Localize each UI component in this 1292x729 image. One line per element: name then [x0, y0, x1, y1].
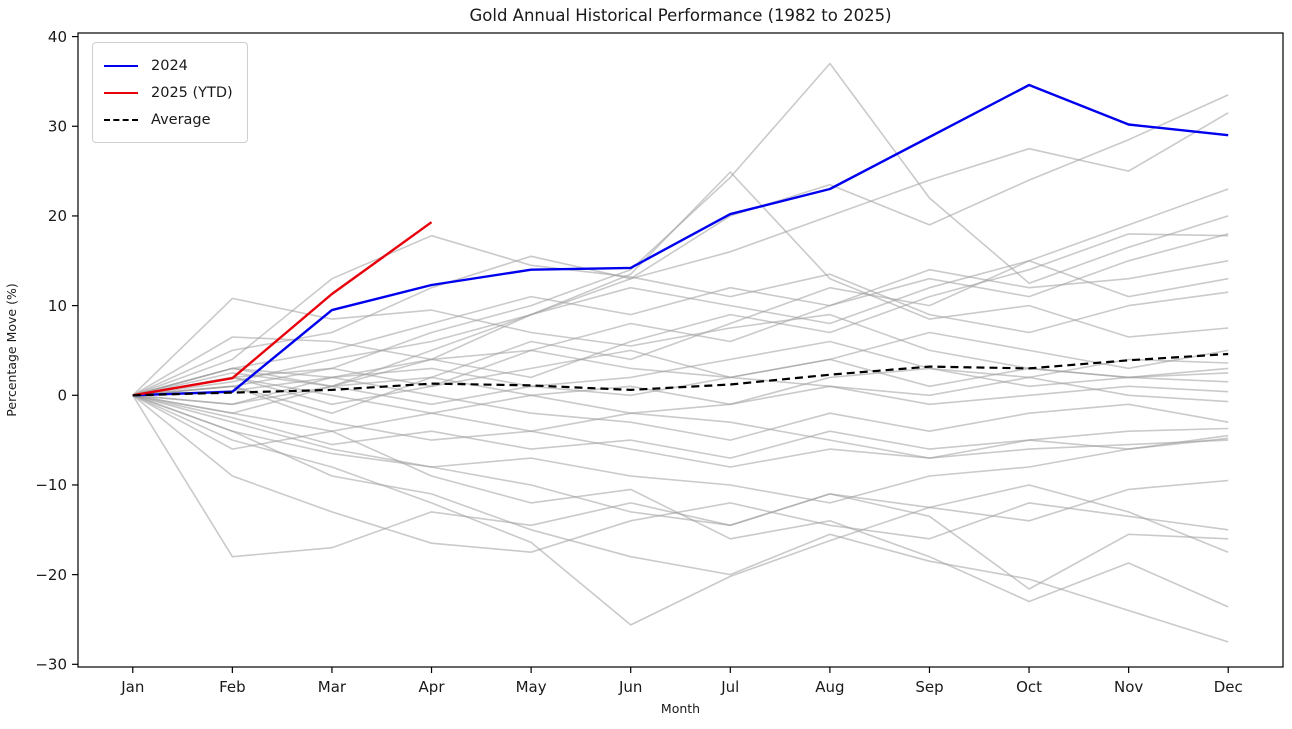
history-line [132, 394, 1229, 608]
legend-item-2: 2025 (YTD) [104, 79, 233, 106]
x-tick-label: Jan [120, 678, 144, 696]
x-tick-label: May [516, 678, 547, 696]
y-axis-label: Percentage Move (%) [4, 283, 19, 416]
series-line-Average [132, 352, 1229, 397]
legend-label: Average [151, 111, 211, 128]
history-line [132, 394, 1229, 590]
history-line [132, 233, 1229, 397]
y-tick-label: 30 [48, 118, 67, 136]
x-axis-label: Month [661, 701, 700, 716]
history-line [132, 336, 1229, 396]
x-tick-label: Dec [1214, 678, 1243, 696]
legend-label: 2024 [151, 57, 188, 74]
history-line [132, 394, 1229, 643]
x-tick-label: Jul [720, 678, 739, 696]
y-tick-label: 0 [57, 387, 67, 405]
series-line-2024 [132, 83, 1229, 397]
history-line [132, 394, 1229, 459]
x-tick-label: Aug [815, 678, 844, 696]
x-tick-label: Feb [219, 678, 246, 696]
y-tick-label: −10 [35, 476, 67, 494]
series-line-2025 (YTD) [132, 221, 433, 397]
x-tick-label: Nov [1114, 678, 1143, 696]
y-tick-label: 40 [48, 28, 67, 46]
history-line [132, 340, 1229, 397]
y-tick-label: −20 [35, 566, 67, 584]
history-line [132, 259, 1229, 397]
y-tick-label: 20 [48, 207, 67, 225]
x-tick-label: Sep [915, 678, 943, 696]
chart-title: Gold Annual Historical Performance (1982… [469, 6, 892, 25]
x-tick-label: Apr [419, 678, 446, 696]
legend-label: 2025 (YTD) [151, 84, 233, 101]
y-tick-label: −30 [35, 656, 67, 674]
history-line [132, 394, 1229, 504]
history-line [132, 234, 1229, 397]
legend-item-1: 2024 [104, 52, 233, 79]
legend: 2024 2025 (YTD) Average [92, 42, 248, 143]
history-line [132, 367, 1229, 433]
legend-item-3: Average [104, 106, 233, 133]
legend-line-swatch [104, 64, 138, 67]
history-line [132, 260, 1229, 397]
history-line [132, 394, 1229, 626]
history-line [132, 385, 1229, 468]
y-tick-label: 10 [48, 297, 67, 315]
axes-frame [77, 32, 1284, 668]
history-line [132, 376, 1229, 459]
x-tick-label: Oct [1016, 678, 1042, 696]
x-tick-label: Mar [318, 678, 347, 696]
history-line [132, 188, 1229, 415]
history-line [132, 112, 1229, 397]
legend-line-swatch [104, 118, 138, 121]
history-line [132, 394, 1229, 554]
legend-line-swatch [104, 91, 138, 94]
history-line [132, 233, 1229, 406]
history-line [132, 331, 1229, 406]
history-line [132, 367, 1229, 441]
x-tick-label: Jun [618, 678, 642, 696]
